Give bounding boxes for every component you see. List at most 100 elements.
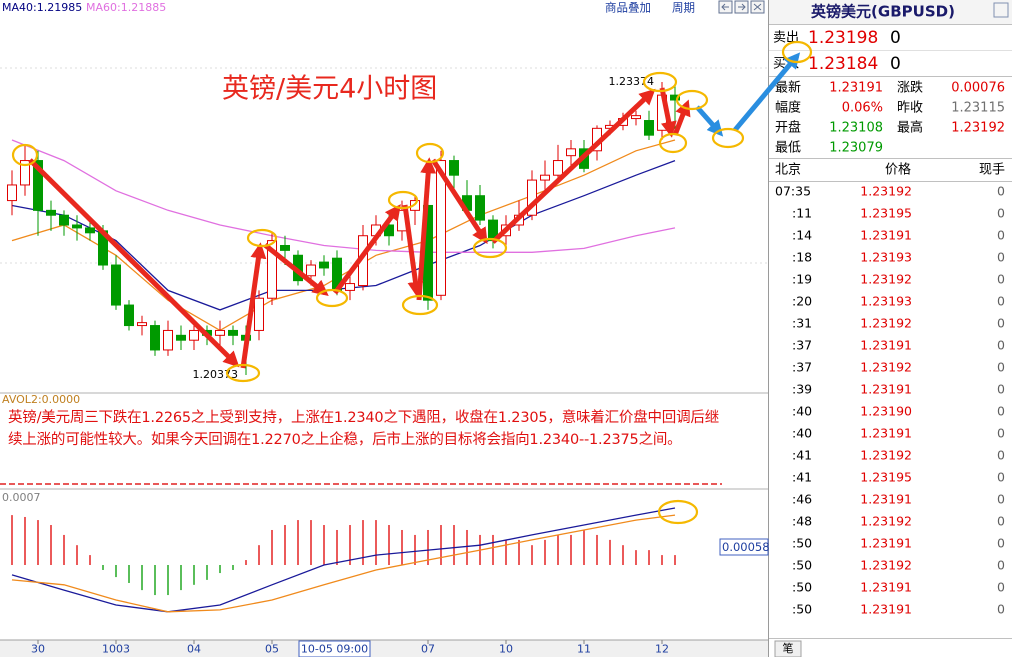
ma-line [11, 139, 676, 253]
tick-price: 1.23193 [860, 250, 912, 265]
stat-value: 0.06% [842, 101, 883, 116]
stat-label: 最新 [775, 80, 801, 96]
tick-price: 1.23191 [860, 426, 912, 441]
tick-volume: 0 [997, 448, 1005, 463]
candle-body [189, 329, 199, 341]
candle-body [85, 227, 95, 234]
commentary: 英镑/美元周三下跌在1.2265之上受到支持，上涨在1.2340之下遇阻，收盘在… [8, 410, 719, 448]
tick-volume: 0 [997, 250, 1005, 265]
chart-title: 英镑/美元4小时图 [222, 74, 437, 105]
tick-price: 1.23192 [860, 514, 912, 529]
chart-area [0, 0, 768, 657]
side-volume: 0 [890, 28, 901, 48]
tick-price: 1.23191 [860, 536, 912, 551]
side-price: 1.23184 [808, 54, 878, 74]
tick-time: :46 [792, 492, 812, 507]
tick-volume: 0 [997, 272, 1005, 287]
toolbar-button[interactable]: 周期 [672, 1, 695, 15]
stat-label: 涨跌 [897, 80, 923, 96]
legend-entry: MA40:1.21985 [2, 1, 82, 14]
candle-body [267, 240, 277, 299]
window-buttons[interactable] [718, 0, 765, 14]
candle-body [33, 160, 43, 211]
tick-time: :41 [792, 470, 812, 485]
tick-price: 1.23192 [860, 448, 912, 463]
tick-price: 1.23191 [860, 338, 912, 353]
candle-body [631, 115, 641, 120]
candle-body [475, 195, 485, 221]
stat-value: 1.23191 [829, 81, 883, 96]
tick-price: 1.23192 [860, 316, 912, 331]
tick-volume: 0 [997, 228, 1005, 243]
tick-price: 1.23195 [860, 206, 912, 221]
time-axis [0, 640, 768, 657]
tick-price: 1.23192 [860, 558, 912, 573]
x-tick-label: 10 [499, 643, 513, 656]
x-tick-label: 11 [577, 643, 591, 656]
tick-volume: 0 [997, 382, 1005, 397]
stat-value: 1.23115 [951, 101, 1005, 116]
candle-body [306, 264, 316, 277]
tick-time: :48 [792, 514, 812, 529]
tick-volume: 0 [997, 580, 1005, 595]
tick-price: 1.23193 [860, 294, 912, 309]
candle-body [228, 329, 238, 336]
candle-body [449, 160, 459, 176]
stat-label: 幅度 [775, 100, 801, 116]
tick-price: 1.23191 [860, 580, 912, 595]
tick-time: :14 [792, 228, 812, 243]
x-tick-label: 04 [187, 643, 201, 656]
candle-body [280, 244, 290, 251]
high-label: 1.23374 [609, 75, 655, 88]
tick-time: 07:35 [775, 184, 811, 199]
tick-time: :50 [792, 602, 812, 617]
settings-icon[interactable] [993, 2, 1009, 18]
stat-value: 1.23192 [951, 121, 1005, 136]
stat-value: 0.00076 [951, 81, 1005, 96]
tick-volume: 0 [997, 602, 1005, 617]
tick-volume: 0 [997, 536, 1005, 551]
macd-header: 0.0007 [2, 491, 41, 504]
candle-body [553, 160, 563, 176]
tick-price: 1.23191 [860, 228, 912, 243]
cursor-box [298, 640, 371, 657]
candle-body [319, 261, 329, 269]
candle-body [7, 184, 17, 202]
tick-price: 1.23190 [860, 404, 912, 419]
candle-body [111, 264, 121, 306]
tick-time: :11 [792, 206, 812, 221]
stat-label: 最低 [775, 141, 801, 156]
tick-volume: 0 [997, 492, 1005, 507]
tick-price: 1.23192 [860, 360, 912, 375]
tab[interactable] [774, 640, 802, 657]
tick-volume: 0 [997, 184, 1005, 199]
tick-time: :40 [792, 426, 812, 441]
legend-entry: MA60:1.21885 [86, 1, 166, 14]
candle-body [436, 160, 446, 296]
cursor-label: 10-05 09:00 [301, 643, 368, 656]
candle-body [72, 224, 82, 229]
tab-label: 笔 [783, 641, 794, 655]
tick-price: 1.23191 [860, 602, 912, 617]
tick-time: :39 [792, 382, 812, 397]
candle-body [59, 214, 69, 226]
candle-body [566, 148, 576, 157]
tick-time: :41 [792, 448, 812, 463]
stat-value: 1.23079 [829, 141, 883, 156]
candle-body [644, 120, 654, 136]
x-tick-label: 1003 [102, 643, 130, 656]
column-header: 价格 [885, 162, 911, 178]
tick-price: 1.23195 [860, 470, 912, 485]
tick-time: :40 [792, 404, 812, 419]
tick-volume: 0 [997, 360, 1005, 375]
side-label: 卖出 [773, 31, 799, 46]
candle-body [540, 174, 550, 181]
toolbar-button[interactable]: 商品叠加 [605, 1, 651, 15]
tick-time: :20 [792, 294, 812, 309]
tick-time: :37 [792, 338, 812, 353]
stat-label: 最高 [897, 120, 923, 136]
x-tick-label: 30 [31, 643, 45, 656]
candle-body [345, 283, 355, 291]
